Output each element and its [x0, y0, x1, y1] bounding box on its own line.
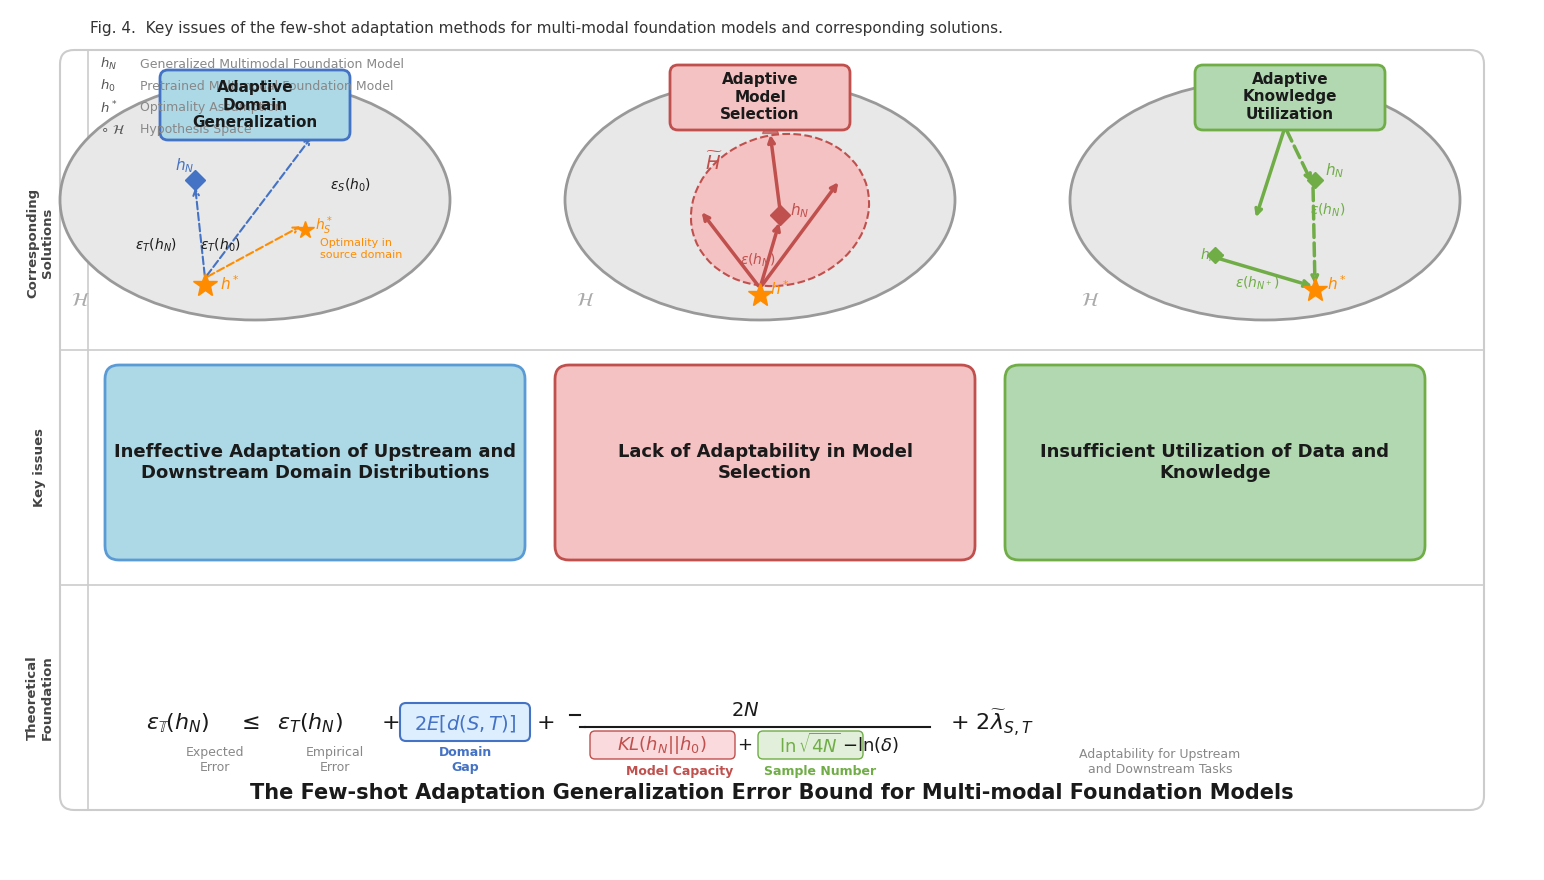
Text: $\mathcal{H}$: $\mathcal{H}$: [71, 290, 90, 310]
Text: $\leq$: $\leq$: [236, 713, 259, 733]
Ellipse shape: [565, 80, 956, 320]
Text: Domain
Gap: Domain Gap: [438, 746, 491, 774]
Text: $\epsilon_T(h_N)$: $\epsilon_T(h_N)$: [134, 237, 178, 254]
Text: Adaptability for Upstream
and Downstream Tasks: Adaptability for Upstream and Downstream…: [1079, 748, 1241, 776]
Text: $+$: $+$: [738, 736, 752, 754]
Text: $h_S^*$: $h_S^*$: [315, 215, 334, 237]
Text: $h_N$: $h_N$: [174, 156, 195, 175]
Text: $\mathcal{H}$: $\mathcal{H}$: [576, 290, 594, 310]
Text: $\epsilon_{\mathbb{T}}(h_N)$: $\epsilon_{\mathbb{T}}(h_N)$: [147, 711, 210, 735]
Text: Fig. 4.  Key issues of the few-shot adaptation methods for multi-modal foundatio: Fig. 4. Key issues of the few-shot adapt…: [90, 20, 1004, 35]
FancyBboxPatch shape: [1005, 365, 1425, 560]
Ellipse shape: [1070, 80, 1461, 320]
Text: $+$: $+$: [381, 713, 400, 733]
FancyBboxPatch shape: [670, 65, 851, 130]
Text: Key issues: Key issues: [34, 428, 46, 507]
Text: $- \ln(\delta)$: $- \ln(\delta)$: [841, 735, 899, 755]
Text: $2E[d(S,T)]$: $2E[d(S,T)]$: [414, 713, 516, 734]
Text: Adaptive
Knowledge
Utilization: Adaptive Knowledge Utilization: [1243, 72, 1337, 122]
Text: $\epsilon(h_N)$: $\epsilon(h_N)$: [740, 252, 775, 269]
Text: $+$: $+$: [536, 713, 554, 733]
Text: Corresponding
Solutions: Corresponding Solutions: [26, 187, 54, 297]
Text: $\epsilon(h_N)$: $\epsilon(h_N)$: [1309, 202, 1345, 219]
Text: $\Delta h_0$: $\Delta h_0$: [778, 107, 804, 124]
FancyBboxPatch shape: [554, 365, 974, 560]
Text: Optimality in
source domain: Optimality in source domain: [320, 238, 403, 260]
Text: $\epsilon_T(h_N)$: $\epsilon_T(h_N)$: [276, 711, 343, 735]
Text: $h_N$: $h_N$: [100, 56, 117, 72]
FancyBboxPatch shape: [400, 703, 530, 741]
Text: Expected
Error: Expected Error: [185, 746, 244, 774]
Text: $\circ\ \mathcal{H}$: $\circ\ \mathcal{H}$: [100, 123, 125, 136]
Text: $h^*$: $h^*$: [219, 275, 239, 293]
Text: $h_N$: $h_N$: [791, 201, 809, 220]
Text: $KL(h_N||h_0)$: $KL(h_N||h_0)$: [618, 734, 707, 756]
FancyBboxPatch shape: [105, 365, 525, 560]
FancyBboxPatch shape: [1195, 65, 1385, 130]
Text: $h_N$: $h_N$: [1325, 161, 1345, 180]
Text: $\epsilon_T(h_0)$: $\epsilon_T(h_0)$: [201, 237, 241, 254]
Text: $h^*$: $h^*$: [770, 279, 791, 298]
FancyBboxPatch shape: [758, 731, 863, 759]
FancyBboxPatch shape: [60, 50, 1484, 810]
Text: $\epsilon(h_{N^+})$: $\epsilon(h_{N^+})$: [1235, 275, 1280, 292]
Ellipse shape: [690, 134, 869, 286]
Text: $2N$: $2N$: [730, 701, 760, 721]
Text: Adaptive
Domain
Generalization: Adaptive Domain Generalization: [193, 80, 318, 130]
Text: Sample Number: Sample Number: [764, 766, 875, 779]
Text: $h^*$: $h^*$: [100, 99, 117, 116]
Text: $h_{N^+}$: $h_{N^+}$: [1200, 247, 1224, 264]
Text: $\varepsilon_S(h_0)$: $\varepsilon_S(h_0)$: [330, 177, 371, 194]
Text: $h_0$: $h_0$: [100, 78, 116, 94]
Text: The Few-shot Adaptation Generalization Error Bound for Multi-modal Foundation Mo: The Few-shot Adaptation Generalization E…: [250, 783, 1294, 803]
Ellipse shape: [60, 80, 449, 320]
Text: Lack of Adaptability in Model
Selection: Lack of Adaptability in Model Selection: [618, 444, 913, 482]
Text: $h_0$: $h_0$: [1295, 101, 1312, 120]
Text: $\ln\sqrt{4N}$: $\ln\sqrt{4N}$: [780, 733, 840, 757]
Text: Empirical
Error: Empirical Error: [306, 746, 364, 774]
Text: Generalized Multimodal Foundation Model: Generalized Multimodal Foundation Model: [141, 57, 405, 70]
FancyBboxPatch shape: [161, 70, 350, 140]
FancyBboxPatch shape: [590, 731, 735, 759]
Text: $+\ 2\widetilde{\lambda}_{S,T}$: $+\ 2\widetilde{\lambda}_{S,T}$: [950, 708, 1034, 738]
Text: Theoretical
Foundation: Theoretical Foundation: [26, 655, 54, 740]
Text: Ineffective Adaptation of Upstream and
Downstream Domain Distributions: Ineffective Adaptation of Upstream and D…: [114, 444, 516, 482]
Text: $\mathcal{H}$: $\mathcal{H}$: [1081, 290, 1099, 310]
Text: Optimality Assumption: Optimality Assumption: [141, 101, 283, 114]
Text: $h_0$: $h_0$: [324, 111, 343, 129]
Text: $h^*$: $h^*$: [1326, 275, 1346, 293]
Text: Adaptive
Model
Selection: Adaptive Model Selection: [720, 72, 800, 122]
Text: Insufficient Utilization of Data and
Knowledge: Insufficient Utilization of Data and Kno…: [1041, 444, 1390, 482]
Text: Pretrained Multimodal Foundation Model: Pretrained Multimodal Foundation Model: [141, 79, 394, 92]
Text: $\widetilde{H}$: $\widetilde{H}$: [706, 151, 723, 174]
Text: Hypothesis Space: Hypothesis Space: [141, 123, 252, 136]
Text: Model Capacity: Model Capacity: [627, 766, 733, 779]
